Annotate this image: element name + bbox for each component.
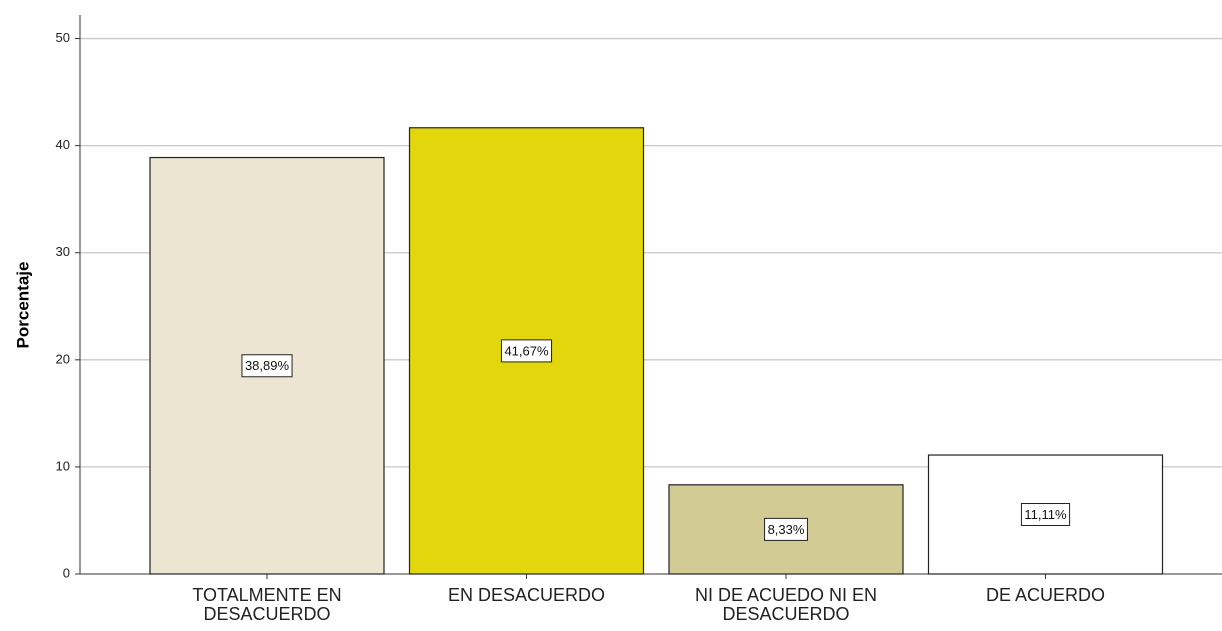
value-label-box xyxy=(500,339,553,363)
value-label: 41,67% xyxy=(504,343,549,358)
x-tick-label: EN DESACUERDO xyxy=(447,585,606,605)
x-tick-label: NI DE ACUEDO NI EN DESACUERDO xyxy=(694,585,878,624)
value-label: 8,33% xyxy=(768,522,805,537)
value-label: 11,11% xyxy=(1024,507,1067,522)
y-tick-label: 40 xyxy=(56,137,70,152)
x-tick-label: TOTALMENTE EN DESACUERDO xyxy=(192,585,342,624)
y-tick-label: 10 xyxy=(56,458,70,473)
y-tick-label: 20 xyxy=(56,351,70,366)
x-tick-label: DE ACUERDO xyxy=(985,585,1106,605)
y-tick-label: 30 xyxy=(56,244,70,259)
y-tick-label: 0 xyxy=(63,565,70,580)
y-axis-title: Porcentaje xyxy=(13,262,32,349)
y-tick-label: 50 xyxy=(56,30,70,45)
value-label-box xyxy=(1020,503,1071,527)
value-label-box xyxy=(241,354,293,378)
value-label-box xyxy=(764,517,808,541)
value-label: 38,89% xyxy=(245,358,290,373)
